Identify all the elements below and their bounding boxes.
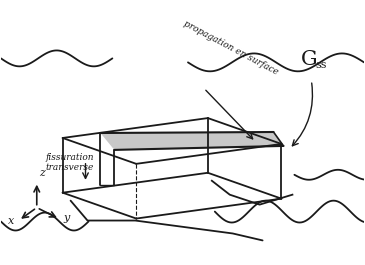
Text: G: G <box>301 50 318 69</box>
Text: y: y <box>64 213 70 223</box>
Text: fissuration
transverse: fissuration transverse <box>45 153 94 172</box>
Text: ss: ss <box>315 60 327 70</box>
Polygon shape <box>100 132 284 150</box>
Text: z: z <box>39 168 45 178</box>
Text: propagation en surface: propagation en surface <box>182 19 280 76</box>
Text: x: x <box>8 217 14 226</box>
